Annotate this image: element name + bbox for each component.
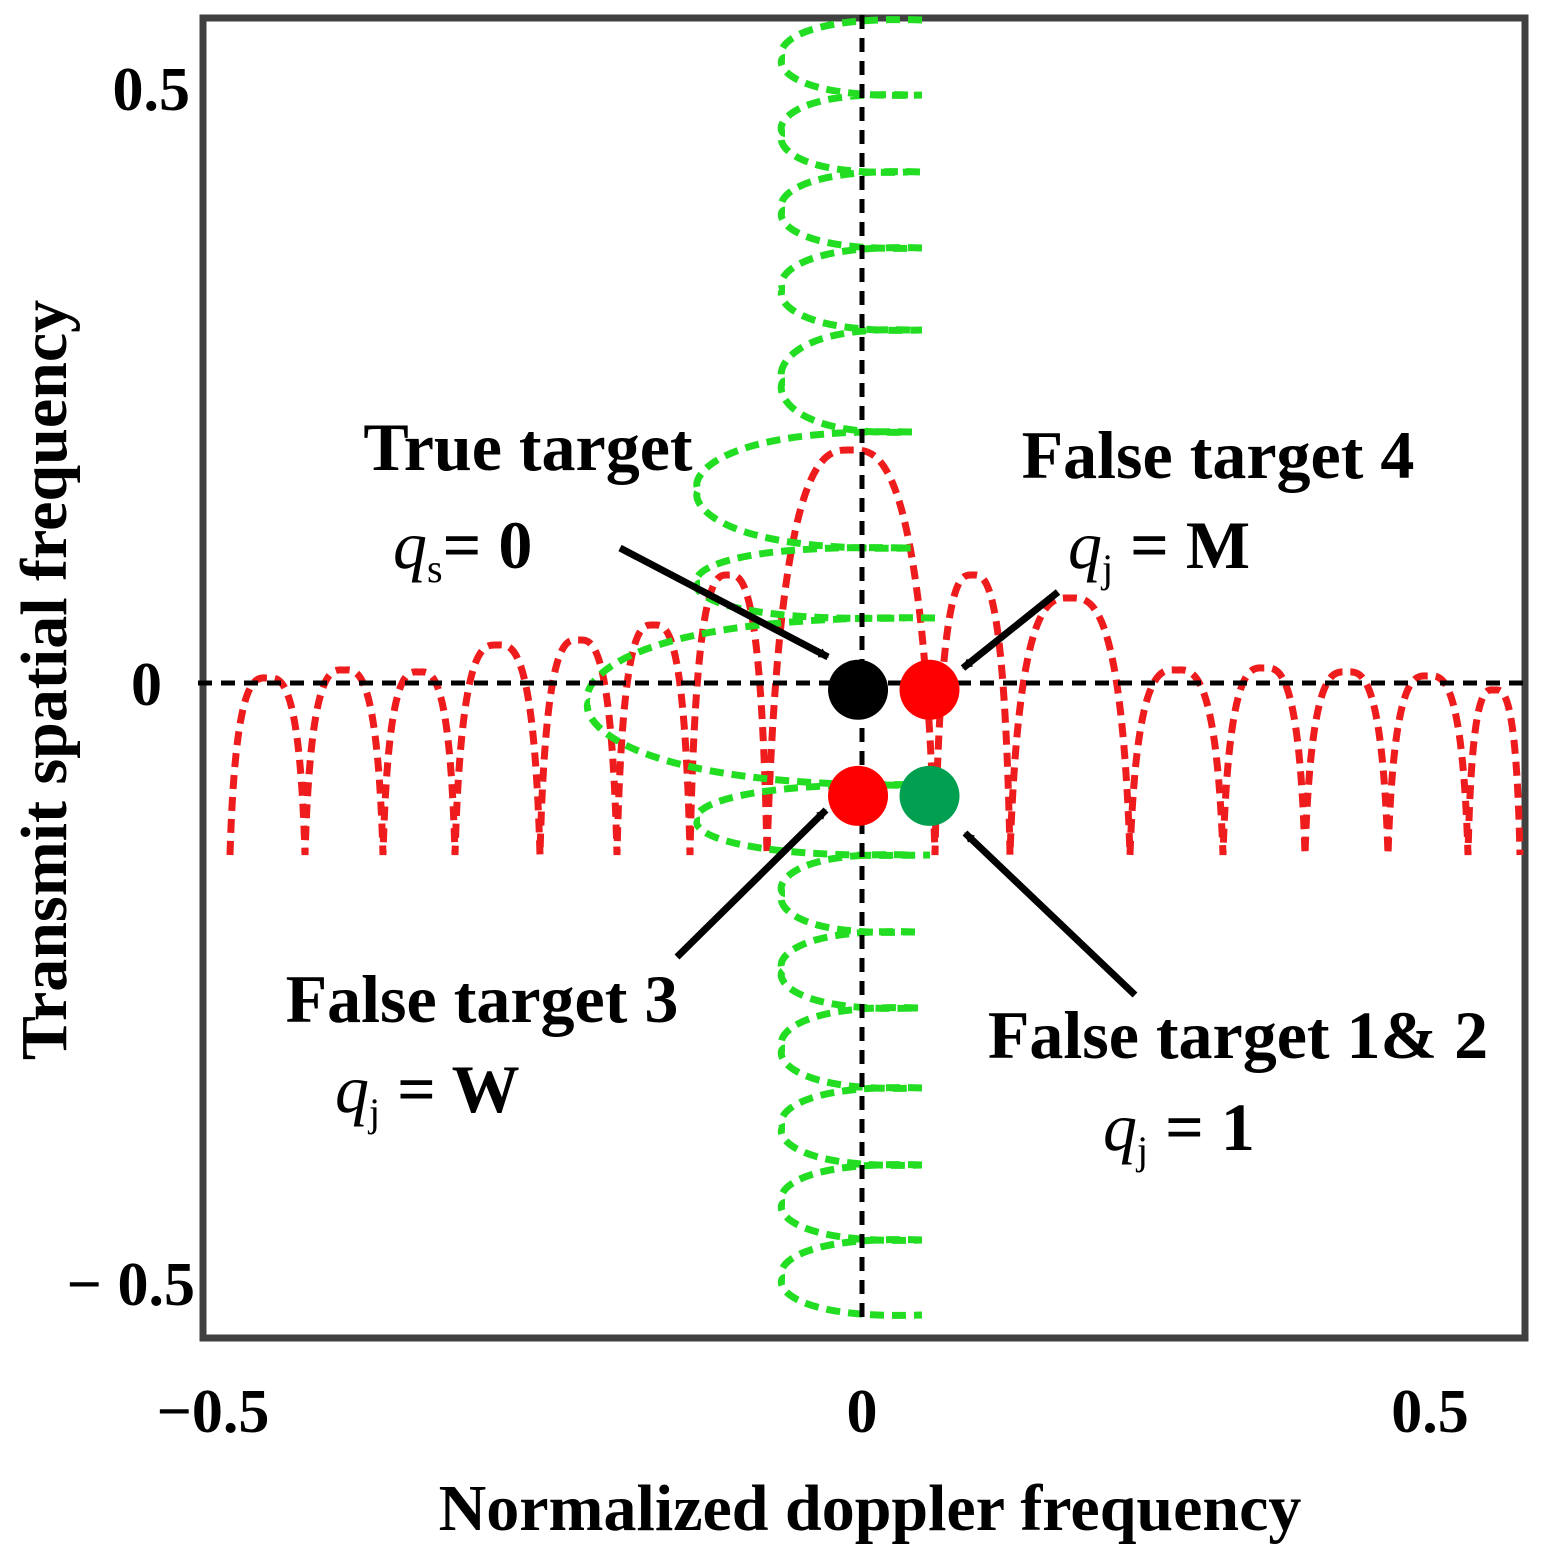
true-target-formula: qs= 0: [393, 507, 532, 591]
false-target-3-formula: qj = W: [335, 1051, 520, 1135]
spatial-sidelobe-pattern: [583, 16, 936, 1319]
true-target-title: True target: [363, 409, 692, 485]
false-target-1-2-annotation: False target 1& 2 qj = 1: [988, 997, 1488, 1173]
false-target-4-title: False target 4: [1022, 417, 1415, 493]
false-target-3-marker: [828, 765, 889, 826]
false-target-4-formula: qj = M: [1068, 507, 1250, 591]
x-tick-zero: 0: [847, 1378, 878, 1446]
false-target-1-2-formula: qj = 1: [1103, 1089, 1255, 1173]
true-target-annotation: True target qs= 0: [363, 409, 692, 591]
false-target-3-annotation: False target 3 qj = W: [286, 961, 679, 1135]
arrow-false-target-1-2: [962, 830, 1138, 998]
false-target-3-title: False target 3: [286, 961, 679, 1037]
arrow-false-target-3: [674, 807, 829, 960]
x-tick-right: 0.5: [1391, 1378, 1469, 1446]
y-tick-zero: 0: [131, 651, 162, 719]
false-target-1-2-title: False target 1& 2: [988, 997, 1488, 1073]
true-target-marker: [828, 659, 889, 720]
false-target-4-annotation: False target 4 qj = M: [1022, 417, 1415, 591]
arrow-false-target-4: [960, 589, 1061, 671]
false-target-1-2-marker: [899, 765, 960, 826]
false-target-4-marker: [899, 659, 960, 720]
x-axis-title: Normalized doppler frequency: [439, 1472, 1302, 1545]
target-markers: [828, 659, 960, 826]
y-tick-top: 0.5: [113, 56, 191, 124]
y-axis-title: Transmit spatial frequency: [8, 300, 81, 1060]
x-tick-left: −0.5: [157, 1378, 270, 1446]
arrow-true-target: [618, 544, 830, 661]
y-tick-bottom: − 0.5: [67, 1251, 195, 1319]
spatial-pattern-curve: [583, 16, 936, 1319]
